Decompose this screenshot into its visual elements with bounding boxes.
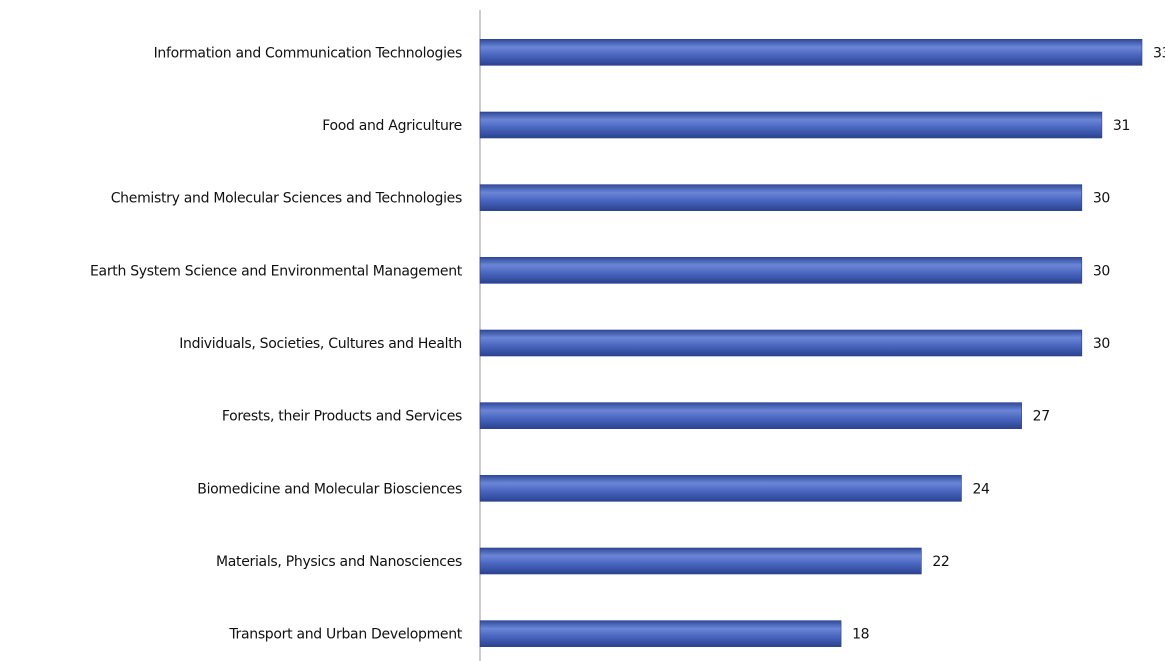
value-label: 22: [932, 554, 949, 570]
value-label: 24: [972, 481, 990, 497]
value-label: 18: [852, 627, 869, 643]
value-label: 30: [1093, 191, 1110, 207]
category-label: Individuals, Societies, Cultures and Hea…: [179, 336, 462, 352]
category-label: Chemistry and Molecular Sciences and Tec…: [111, 191, 462, 207]
category-label: Food and Agriculture: [322, 118, 462, 134]
category-label: Earth System Science and Environmental M…: [90, 263, 463, 279]
bar: [479, 111, 1103, 139]
value-label: 27: [1033, 409, 1050, 425]
bar: [479, 184, 1083, 211]
bar: [479, 620, 842, 647]
category-label: Materials, Physics and Nanosciences: [216, 554, 462, 570]
bar: [479, 547, 922, 575]
value-label: 31: [1113, 118, 1130, 134]
value-label: 30: [1093, 336, 1110, 352]
category-label: Transport and Urban Development: [228, 627, 462, 643]
bar: [479, 39, 1143, 66]
category-label: Forests, their Products and Services: [222, 409, 462, 425]
category-label: Biomedicine and Molecular Biosciences: [197, 481, 462, 497]
value-label: 33: [1153, 45, 1165, 61]
bar: [479, 329, 1083, 357]
category-label: Information and Communication Technologi…: [154, 45, 462, 61]
value-label: 30: [1093, 263, 1110, 279]
bar: [479, 402, 1022, 429]
bar: [479, 257, 1083, 284]
bar: [479, 475, 962, 502]
